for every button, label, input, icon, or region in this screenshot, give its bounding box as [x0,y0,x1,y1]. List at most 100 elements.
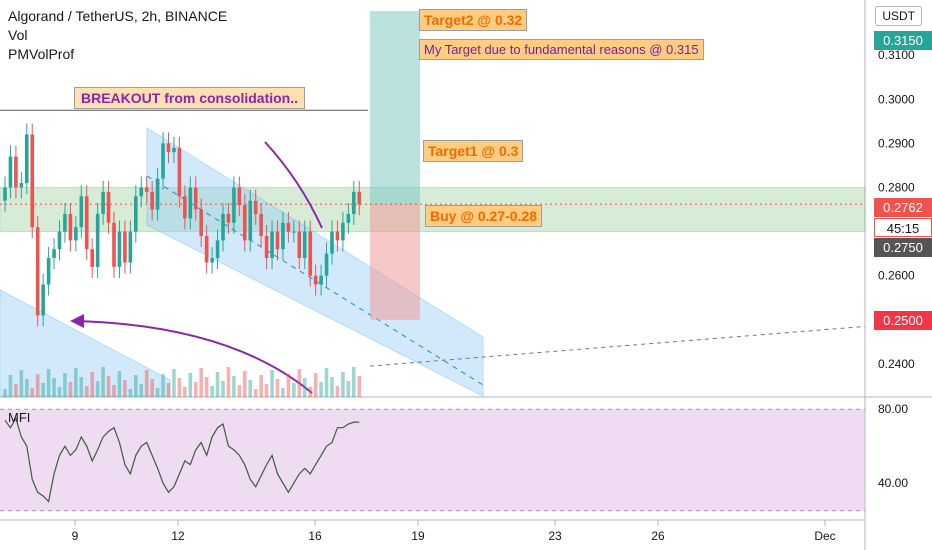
currency-button[interactable]: USDT [875,6,922,26]
retest-arrowhead [70,314,84,328]
mfi-tick-label: 40.00 [878,476,908,490]
candle-body [30,134,35,228]
volume-profile-label[interactable]: PMVolProf [8,46,75,62]
volume-bar [281,388,285,397]
mfi-tick-label: 80.00 [878,402,908,416]
candle-body [46,258,51,285]
volume-bar [313,373,318,397]
descending-channel [146,127,484,397]
volume-bar [144,370,149,397]
volume-bar [188,373,193,397]
candle-body [128,231,133,263]
volume-bar [341,372,345,397]
candle-body [41,284,45,316]
time-tick-label: 19 [411,529,425,543]
time-tick-label: 23 [548,529,562,543]
volume-bar [155,388,160,397]
candle-body [313,275,318,285]
candle-body [90,249,94,267]
price-tick-label: 0.2800 [878,180,915,194]
time-tick-label: Dec [814,529,835,543]
volume-bar [286,374,291,397]
volume-bar [193,382,198,397]
candle-body [112,222,116,267]
candle-body [232,187,236,223]
lower-channel [0,289,171,397]
volume-bar [166,383,171,397]
breakout-annotation: BREAKOUT from consolidation.. [74,87,305,109]
price-tick-label: 0.3000 [878,92,915,106]
volume-bar [319,382,323,397]
candle-body [134,196,138,232]
candle-body [155,178,160,210]
candle-body [210,258,214,263]
candle-body [324,253,329,276]
candle-body [144,187,149,192]
volume-bar [270,370,274,397]
price-tag-stop: 0.2500 [874,311,932,330]
vol-indicator-label[interactable]: Vol [8,27,28,43]
candle-body [166,143,171,153]
candle-body [335,231,340,241]
price-tick-label: 0.3100 [878,48,915,62]
candle-body [161,143,165,179]
mfi-label[interactable]: MFI [8,410,31,425]
volume-bar [46,369,51,397]
target2-annotation: Target2 @ 0.32 [419,9,528,31]
volume-bar [74,368,78,397]
volume-bar [221,381,225,397]
volume-bar [25,379,29,397]
volume-bar [117,371,122,397]
candle-body [14,156,18,188]
candle-body [25,134,29,184]
price-tag-level: 0.2750 [874,238,932,257]
candle-body [341,222,345,241]
volume-bar [101,367,105,397]
countdown-tag: 45:15 [874,218,932,237]
target-box [370,11,420,205]
volume-bar [308,387,312,397]
volume-bar [292,383,296,397]
candle-body [193,187,198,210]
candle-body [330,231,334,254]
volume-bar [275,379,280,397]
volume-bar [335,386,340,397]
volume-bar [84,386,89,397]
candle-body [57,231,62,250]
volume-bar [177,378,182,397]
volume-bar [297,369,302,397]
candle-body [101,191,105,214]
candle-body [259,213,263,236]
candle-body [188,187,193,219]
candle-body [302,231,307,259]
volume-bar [199,368,203,397]
volume-bar [57,387,62,397]
volume-bar [226,367,231,397]
candle-body [281,222,285,250]
candle-body [319,275,323,285]
volume-bar [204,377,209,397]
mfi-band [0,409,865,511]
volume-bar [215,372,220,397]
candle-body [35,227,40,316]
volume-bar [357,376,362,397]
candle-body [221,213,225,241]
candle-body [253,200,258,214]
volume-bar [253,389,258,397]
candle-body [150,191,154,210]
volume-bar [352,367,356,397]
buy-annotation: Buy @ 0.27-0.28 [425,205,543,227]
candle-body [68,213,73,241]
volume-bar [52,378,56,397]
volume-bar [346,381,351,397]
price-tick-label: 0.2400 [878,357,915,371]
candle-body [63,213,67,232]
volume-bar [112,385,116,397]
breakout-arrow [264,141,323,229]
candle-body [243,205,247,241]
volume-bar [259,375,263,397]
volume-bar [79,377,84,397]
candle-body [264,235,269,259]
fundamental-target-annotation: My Target due to fundamental reasons @ 0… [419,39,704,60]
